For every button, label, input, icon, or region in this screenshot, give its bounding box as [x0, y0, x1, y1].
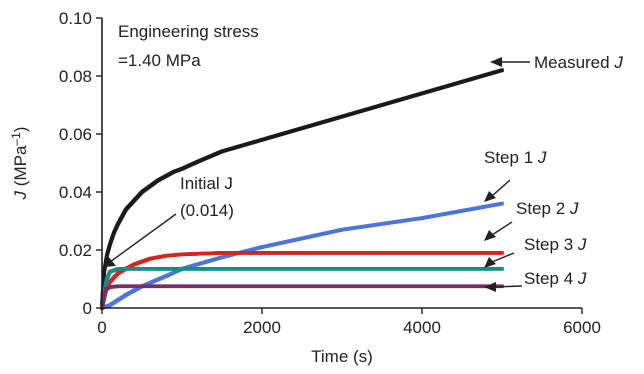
y-tick-label: 0.10 [59, 9, 92, 28]
y-tick-label: 0 [83, 299, 92, 318]
y-tick-label: 0.02 [59, 241, 92, 260]
series-label: Step 1 J [484, 148, 547, 167]
series-label-text: Step 3 [524, 235, 578, 254]
series-label-arrowhead [484, 282, 496, 292]
y-tick-label: 0.06 [59, 125, 92, 144]
y-axis-label: J (MPa–1) [9, 127, 30, 201]
y-axis-label-close: ) [11, 127, 30, 133]
x-tick-label: 6000 [563, 318, 601, 337]
series-label-symbol: J [569, 199, 579, 218]
series-label-text: Step 4 [524, 269, 578, 288]
series-2 [100, 201, 504, 310]
series-label-arrowhead [484, 257, 496, 268]
series-label-text: Measured [534, 53, 614, 72]
series-label-text: Step 2 [516, 199, 570, 218]
series-label: Step 2 J [516, 199, 579, 218]
y-axis-label-symbol: J [11, 190, 30, 200]
y-axis-label-unit: (MPa [11, 145, 30, 191]
plot-area [100, 68, 504, 310]
series-3 [100, 251, 504, 310]
series-label-arrowhead [484, 191, 496, 202]
series-point [500, 267, 504, 271]
x-axis-label: Time (s) [311, 347, 373, 366]
series-label-text: Step 1 [484, 148, 538, 167]
series-label-symbol: J [613, 53, 623, 72]
ticks: 0 2000 4000 6000 0 0.02 0.04 0.06 0.08 0.10 [59, 9, 601, 337]
annotation-stress-line2: =1.40 MPa [118, 51, 201, 70]
series-point [500, 201, 504, 206]
series-label-arrow [491, 221, 513, 236]
series-label-arrowhead [490, 57, 502, 67]
y-axis-label-sup: –1 [9, 132, 23, 146]
series-point [500, 251, 504, 255]
annotation-initial-arrowhead [104, 256, 116, 267]
x-tick-label: 4000 [403, 318, 441, 337]
y-tick-label: 0.08 [59, 67, 92, 86]
annotation-stress-line1: Engineering stress [118, 22, 259, 41]
series-1 [100, 68, 504, 307]
annotation-initial-line1: Initial J [180, 174, 233, 193]
x-tick-label: 0 [97, 318, 106, 337]
annotations: Engineering stress =1.40 MPa Initial J (… [104, 22, 259, 267]
series-label: Measured J [534, 53, 623, 72]
series-label: Step 3 J [524, 235, 587, 254]
series-5 [100, 284, 504, 310]
annotation-initial-arrow [109, 213, 177, 263]
series-label: Step 4 J [524, 269, 587, 288]
series-point [500, 68, 504, 72]
x-tick-label: 2000 [243, 318, 281, 337]
axes [101, 18, 582, 309]
series-label-symbol: J [577, 269, 587, 288]
series-4 [100, 267, 504, 310]
annotation-initial-line2: (0.014) [180, 201, 234, 220]
series-label-symbol: J [577, 235, 587, 254]
series-label-symbol: J [537, 148, 547, 167]
series-label-arrow [491, 179, 511, 197]
series-label-arrowhead [484, 230, 496, 241]
series-label-arrow [493, 285, 523, 288]
series-label-arrow [491, 252, 515, 263]
y-tick-label: 0.04 [59, 183, 92, 202]
